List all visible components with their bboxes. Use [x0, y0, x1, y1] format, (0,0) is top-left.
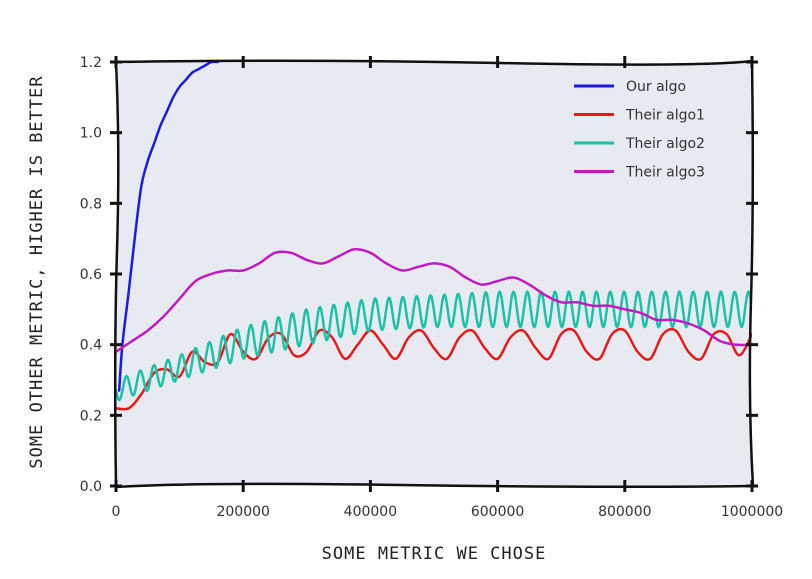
- x-tick-label: 400000: [344, 504, 397, 520]
- y-tick-label: 1.2: [80, 55, 102, 71]
- x-tick-label: 800000: [598, 504, 651, 520]
- y-tick-label: 0.2: [80, 408, 102, 424]
- y-tick-label: 0.0: [80, 479, 102, 495]
- x-tick-label: 0: [112, 504, 121, 520]
- series-line-2: [116, 327, 752, 411]
- plot-background: [115, 60, 753, 487]
- y-tick-label: 0.4: [80, 338, 102, 354]
- series-line-1: [117, 62, 220, 392]
- legend: Our algo Their algo1 Their algo2 Their algo…: [574, 79, 705, 181]
- legend-label: Their algo3: [625, 165, 705, 181]
- series-line-4: [116, 247, 752, 353]
- series-layer: [116, 62, 752, 411]
- y-tick-label: 0.8: [80, 196, 102, 212]
- x-tick-label: 200000: [216, 504, 269, 520]
- x-axis-label: SOME METRIC WE CHOSE: [322, 544, 547, 564]
- legend-label: Their algo2: [625, 136, 705, 152]
- x-tick-label: 1000000: [721, 504, 783, 520]
- y-axis-label: SOME OTHER METRIC, HIGHER IS BETTER: [27, 75, 47, 468]
- y-tick-label: 1.0: [80, 126, 102, 142]
- series-line-3: [116, 290, 752, 402]
- y-tick-label: 0.6: [80, 267, 102, 283]
- ticks-layer: 0 200000 400000 600000 800000 1000000 0.0 0.2 0.…: [80, 55, 783, 520]
- legend-label: Their algo1: [625, 108, 705, 124]
- x-tick-label: 600000: [471, 504, 524, 520]
- legend-label: Our algo: [626, 79, 686, 95]
